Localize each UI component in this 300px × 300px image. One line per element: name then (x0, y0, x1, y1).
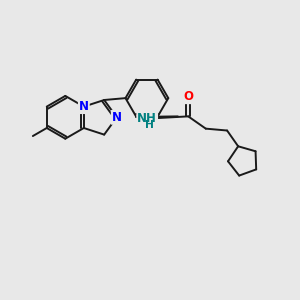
Text: NH: NH (137, 112, 157, 124)
Text: H: H (145, 120, 154, 130)
Text: O: O (183, 90, 193, 103)
Text: N: N (112, 111, 122, 124)
Text: N: N (79, 100, 89, 113)
